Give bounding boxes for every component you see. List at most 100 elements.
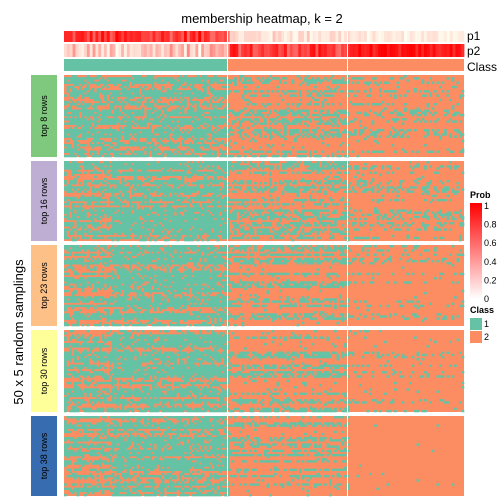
membership-cell [134,211,137,214]
membership-cell [101,198,105,202]
membership-cell [189,133,192,136]
membership-cell [121,196,125,200]
membership-cell [139,207,142,210]
membership-cell [144,224,147,227]
membership-cell [449,213,452,217]
membership-cell [401,133,405,136]
membership-cell [101,90,105,93]
membership-cell [126,131,130,134]
membership-cell [339,111,342,115]
membership-cell [439,198,442,202]
membership-cell [216,211,220,214]
membership-cell [71,150,75,153]
membership-cell [251,137,255,141]
membership-cell [424,113,427,117]
membership-cell [89,141,92,145]
membership-cell [119,90,122,93]
membership-cell [74,213,77,217]
membership-cell [81,150,85,153]
membership-cell [299,98,302,102]
membership-cell [424,120,427,123]
p2-cell [295,44,299,57]
membership-cell [109,150,112,153]
p2-cell [264,44,268,57]
membership-cell [79,171,82,174]
membership-cell [99,100,102,104]
membership-cell [121,222,125,225]
membership-cell [244,215,247,219]
membership-cell [246,135,250,138]
membership-cell [104,131,107,134]
membership-cell [99,163,102,166]
membership-cell [64,215,67,219]
membership-cell [256,111,260,115]
membership-cell [169,128,172,132]
membership-cell [281,163,285,166]
membership-cell [134,100,137,104]
membership-cell [214,192,217,195]
membership-cell [414,87,417,91]
membership-cell [79,190,82,193]
membership-cell [264,186,267,189]
membership-cell [184,90,187,93]
membership-cell [149,161,152,164]
membership-cell [181,122,185,125]
membership-cell [271,120,275,123]
membership-cell [389,111,392,115]
membership-cell [281,118,285,121]
membership-cell [224,213,227,217]
p1-cell [235,31,239,42]
membership-cell [114,222,117,225]
membership-cell [276,103,280,106]
membership-cell [139,224,142,227]
membership-cell [114,179,117,183]
membership-cell [91,211,95,214]
membership-cell [119,135,122,138]
membership-cell [124,215,127,219]
membership-cell [136,92,140,95]
membership-cell [94,128,97,132]
membership-cell [176,201,180,204]
membership-cell [129,113,132,117]
membership-cell [416,77,420,80]
membership-cell [169,165,172,168]
membership-cell [326,217,330,221]
membership-cell [399,179,402,183]
membership-cell [316,77,320,80]
membership-cell [136,139,140,143]
membership-cell [249,148,252,151]
membership-cell [119,196,122,200]
membership-cell [166,173,170,177]
membership-cell [166,224,170,227]
membership-cell [76,190,80,193]
membership-cell [151,75,155,78]
membership-cell [69,109,72,112]
membership-cell [181,179,185,183]
membership-cell [169,77,172,80]
membership-cell [201,182,205,185]
membership-cell [214,133,217,136]
membership-cell [321,171,325,174]
membership-cell [224,179,227,183]
membership-cell [316,163,320,166]
membership-cell [206,113,210,117]
membership-cell [409,109,412,112]
membership-cell [251,124,255,128]
membership-cell [181,198,185,202]
membership-cell [121,152,125,156]
membership-cell [194,79,197,82]
membership-cell [131,161,135,164]
membership-cell [169,213,172,217]
p1-cell [398,31,402,42]
membership-cell [156,150,160,153]
membership-cell [166,188,170,191]
membership-cell [394,135,397,138]
membership-cell [324,122,327,125]
membership-cell [151,141,155,145]
membership-cell [246,198,250,202]
membership-cell [86,116,90,119]
membership-cell [214,77,217,80]
membership-cell [64,211,67,214]
membership-cell [399,128,402,132]
membership-cell [264,154,267,158]
